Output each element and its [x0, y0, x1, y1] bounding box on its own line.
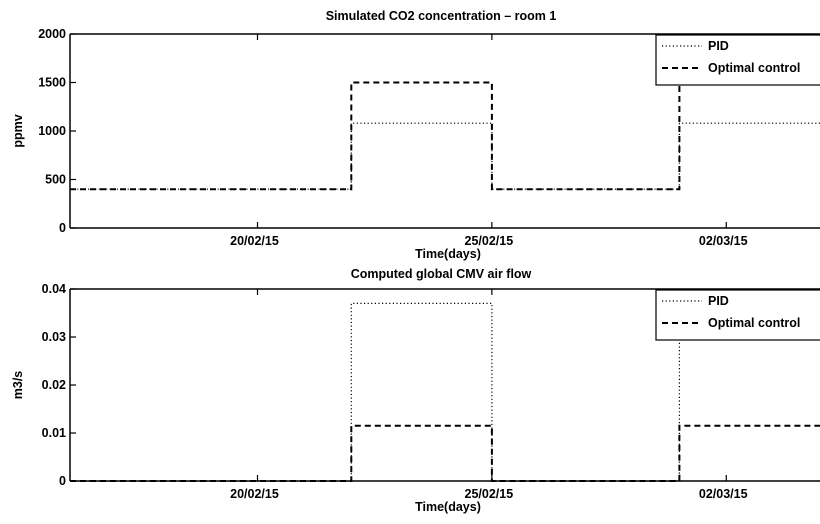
series-line-pid — [70, 122, 820, 190]
y-axis-label: ppmv — [11, 114, 25, 147]
x-tick-label: 25/02/15 — [465, 234, 514, 248]
chart-title: Computed global CMV air flow — [351, 267, 532, 281]
x-tick-label: 02/03/15 — [699, 234, 748, 248]
y-tick-label: 1500 — [38, 76, 66, 90]
x-axis-label: Time(days) — [415, 247, 481, 261]
chart-1: Simulated CO2 concentration – room 1 0 500… — [11, 9, 820, 261]
x-tick-label: 20/02/15 — [230, 487, 279, 501]
y-axis-label: m3/s — [11, 371, 25, 400]
legend-label: PID — [708, 39, 729, 53]
chart-2: Computed global CMV air flow 0 0.01 0.02 0.0… — [11, 267, 820, 514]
legend: PID Optimal control — [655, 34, 820, 86]
y-tick-label: 500 — [45, 173, 66, 187]
series-line-optimal-control — [70, 424, 820, 482]
y-tick-label: 0.02 — [42, 378, 66, 392]
x-axis-label: Time(days) — [415, 500, 481, 514]
y-tick-label: 2000 — [38, 27, 66, 41]
x-tick-label: 25/02/15 — [465, 487, 514, 501]
legend-label: Optimal control — [708, 61, 800, 75]
legend-label: PID — [708, 294, 729, 308]
series-line-optimal-control — [70, 81, 820, 191]
y-tick-label: 0.03 — [42, 330, 66, 344]
chart-title: Simulated CO2 concentration – room 1 — [326, 9, 557, 23]
y-tick-label: 0 — [59, 221, 66, 235]
legend-box — [655, 289, 820, 341]
x-tick-label: 02/03/15 — [699, 487, 748, 501]
y-tick-label: 0.01 — [42, 426, 66, 440]
legend-box — [655, 34, 820, 86]
y-tick-label: 0.04 — [42, 282, 66, 296]
y-tick-label: 0 — [59, 474, 66, 488]
y-tick-label: 1000 — [38, 124, 66, 138]
legend: PID Optimal control — [655, 289, 820, 341]
x-tick-label: 20/02/15 — [230, 234, 279, 248]
legend-label: Optimal control — [708, 316, 800, 330]
